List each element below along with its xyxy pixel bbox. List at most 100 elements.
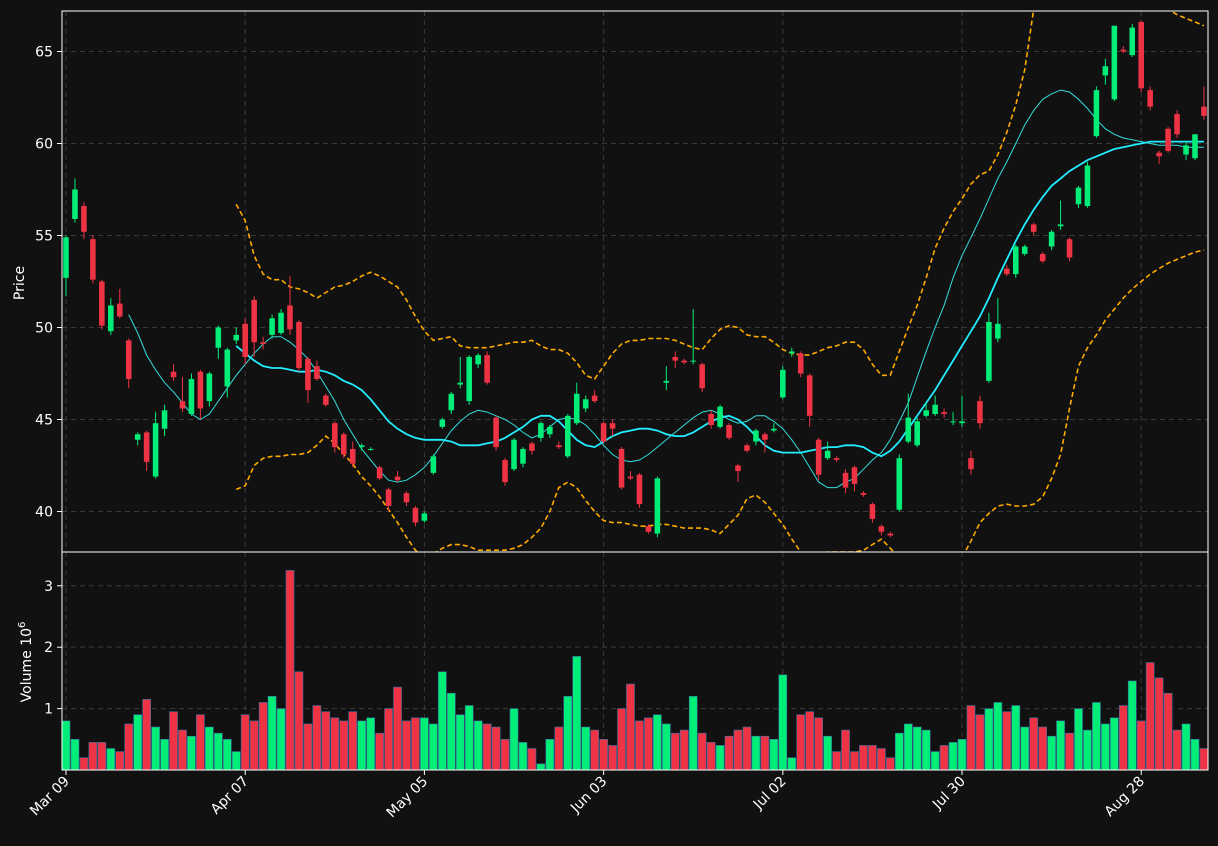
candle <box>609 419 616 437</box>
candles <box>63 20 1207 538</box>
candle-body <box>1030 224 1037 232</box>
candle-body <box>233 334 240 341</box>
candle <box>1165 126 1171 153</box>
candle-body <box>986 321 992 381</box>
candle <box>771 423 777 433</box>
candle <box>690 309 696 365</box>
volume-bar <box>357 720 367 770</box>
candle <box>654 476 661 538</box>
volume-bar <box>303 723 313 770</box>
volume-bar <box>294 671 304 770</box>
candle-body <box>251 299 257 343</box>
candle <box>923 402 929 418</box>
candle-body <box>260 342 266 345</box>
volume-bar <box>814 717 823 770</box>
volume-bar <box>787 757 797 770</box>
volume-bar <box>1163 692 1173 770</box>
candle-body <box>116 303 123 317</box>
volume-bar <box>1029 717 1039 770</box>
volume-bar <box>733 729 743 770</box>
candle-body <box>448 393 455 411</box>
candle <box>340 432 347 459</box>
candle <box>797 351 804 378</box>
volume-bar <box>375 732 384 770</box>
volume-bar <box>939 745 949 770</box>
candle <box>1048 229 1055 251</box>
candle <box>484 351 490 385</box>
candle-body <box>394 476 401 481</box>
candle-body <box>143 432 150 462</box>
candle <box>179 377 186 413</box>
candle-body <box>1201 106 1207 116</box>
volume-axis-label-base: Volume 10 <box>19 628 35 702</box>
volume-bar <box>724 735 734 770</box>
candle-body <box>367 448 374 450</box>
candle <box>556 441 562 449</box>
volume-bar <box>231 751 241 770</box>
volume-bar <box>249 720 259 770</box>
volume-bar <box>688 696 698 770</box>
candle <box>152 412 159 479</box>
volume-bar <box>527 748 537 770</box>
candle-body <box>860 493 867 495</box>
candle <box>950 412 956 426</box>
candle <box>591 390 598 403</box>
volume-bar <box>599 738 608 770</box>
candle-body <box>788 351 795 354</box>
candle-body <box>287 305 293 330</box>
candle-body <box>206 373 213 402</box>
candle-body <box>332 423 338 448</box>
candle <box>349 441 356 468</box>
candle <box>851 465 858 492</box>
candle-body <box>269 318 275 335</box>
candle-body <box>1075 187 1082 205</box>
volume-bar <box>348 711 358 770</box>
volume-bar <box>222 738 232 770</box>
candle <box>412 505 419 527</box>
volume-bar <box>966 705 976 770</box>
volume-bar <box>823 735 832 770</box>
volume-bar <box>285 570 295 770</box>
volume-tick-label: 2 <box>44 640 53 656</box>
candle-body <box>421 513 428 521</box>
volume-bar <box>115 751 125 770</box>
candle-body <box>627 476 634 479</box>
price-tick-label: 40 <box>35 505 53 521</box>
candle-body <box>959 421 965 424</box>
volume-bar <box>1101 723 1110 770</box>
volume-bar <box>1020 726 1030 770</box>
candle-body <box>582 399 589 409</box>
price-tick-label: 45 <box>35 413 53 429</box>
candle <box>573 382 580 426</box>
candle-body <box>358 445 365 448</box>
candle-body <box>699 364 705 389</box>
candle-body <box>556 445 562 448</box>
candle-body <box>161 410 168 429</box>
volume-bar <box>106 748 116 770</box>
volume-bar <box>258 702 268 770</box>
candle-body <box>1147 90 1153 107</box>
volume-bar <box>366 717 375 770</box>
volume-bar <box>572 656 582 770</box>
candle <box>914 417 920 448</box>
volume-bar <box>205 726 214 770</box>
candle <box>511 437 517 472</box>
volume-bar <box>402 720 411 770</box>
candle <box>358 443 365 451</box>
candle <box>1021 244 1028 256</box>
candle <box>394 471 401 483</box>
volume-bar <box>993 702 1003 770</box>
candle-body <box>600 423 607 442</box>
candle <box>332 421 338 453</box>
volume-bar <box>1092 702 1101 770</box>
candle <box>224 347 231 398</box>
candle <box>780 366 786 400</box>
volume-bar <box>1154 677 1164 770</box>
candle <box>995 298 1001 343</box>
candle-body <box>296 321 302 368</box>
candle-body <box>215 327 222 348</box>
candle-body <box>950 421 956 423</box>
candle <box>708 410 714 429</box>
candle-body <box>72 189 78 219</box>
candle <box>385 487 392 512</box>
